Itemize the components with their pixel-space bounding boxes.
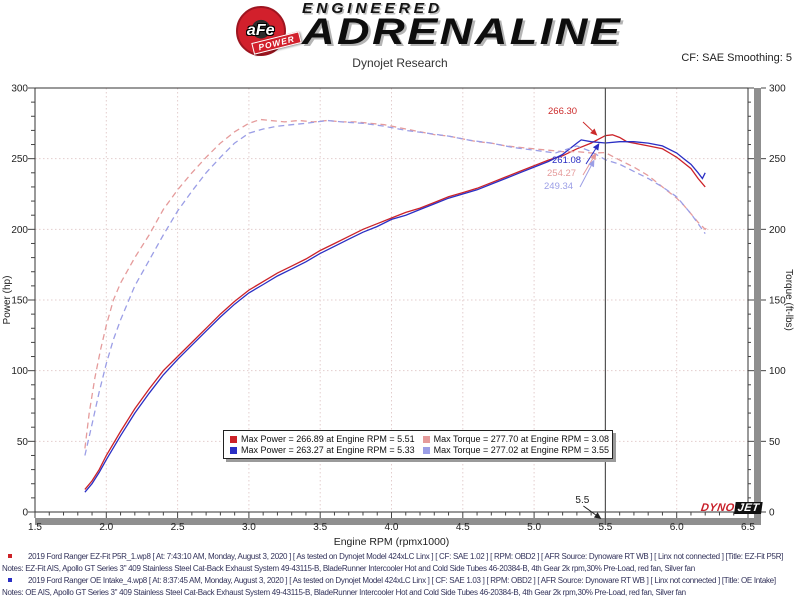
legend-swatch-icon <box>230 446 237 454</box>
y-tick-label-left: 200 <box>11 225 28 236</box>
y-tick-label-right: 150 <box>769 296 786 307</box>
legend-item: Max Torque = 277.02 at Engine RPM = 3.55 <box>422 445 610 455</box>
callout-arrowhead <box>590 152 597 161</box>
legend-item: Max Power = 266.89 at Engine RPM = 5.51 <box>230 434 415 444</box>
legend-label: Max Power = 266.89 at Engine RPM = 5.51 <box>241 434 415 444</box>
legend-swatch-icon <box>230 435 237 443</box>
y-tick-label-right: 50 <box>769 437 781 448</box>
cursor-readout-value: 261.08 <box>552 155 582 166</box>
y-tick-label-right: 250 <box>769 154 786 165</box>
legend-label: Max Power = 263.27 at Engine RPM = 5.33 <box>241 445 415 455</box>
cursor-rpm-label: 5.5 <box>575 495 589 506</box>
curve-power-oe <box>84 139 706 493</box>
engineered-adrenaline-wordmark: ENGINEERED ADRENALINE <box>302 0 620 50</box>
right-axis-title: Torque (ft-lbs) <box>783 269 794 331</box>
x-tick-label: 6.0 <box>670 522 684 533</box>
callout-arrowhead <box>593 512 602 519</box>
axis-3d-bar-bottom <box>35 518 761 525</box>
afe-power-badge-icon: aFe POWER <box>235 6 302 58</box>
x-tick-label: 4.0 <box>385 522 399 533</box>
axis-3d-bar-right <box>754 88 761 525</box>
legend-swatch-icon <box>422 446 430 454</box>
y-tick-label-right: 100 <box>769 366 786 377</box>
logo-engineered: ENGINEERED <box>301 0 443 17</box>
x-axis-title: Engine RPM (rpmx1000) <box>334 536 450 548</box>
x-tick-label: 2.5 <box>171 522 185 533</box>
dyno-chart-plot[interactable]: 5.5 1.5 2.0 2.5 3.0 3.5 4.0 4.5 5.0 5.5 6.0 6.5 0 0 50… <box>0 80 800 552</box>
dynojet-logo-jet: JET <box>733 502 763 514</box>
y-tick-label-right: 300 <box>769 84 786 95</box>
afe-badge-text: aFe <box>246 22 275 39</box>
legend-swatch-icon <box>422 435 430 443</box>
run-bullet-icon <box>8 554 12 558</box>
left-axis-title: Power (hp) <box>2 276 13 325</box>
curve-power-ezfit <box>84 134 706 490</box>
cursor-readout-value: 254.27 <box>547 168 577 179</box>
x-tick-label: 3.5 <box>313 522 327 533</box>
x-tick-label: 4.5 <box>456 522 470 533</box>
legend-item: Max Torque = 277.70 at Engine RPM = 3.08 <box>422 434 610 444</box>
dynojet-logo: DYNOJET <box>699 498 763 516</box>
x-tick-label: 5.0 <box>527 522 541 533</box>
y-tick-label-right: 200 <box>769 225 786 236</box>
legend-box: Max Power = 266.89 at Engine RPM = 5.51 M… <box>223 430 613 459</box>
run-info-line: 2019 Ford Ranger OE Intake_4.wp8 [ At: 8… <box>0 575 800 598</box>
correction-factor-label: CF: SAE Smoothing: 5 <box>681 52 792 64</box>
callout-arrowhead <box>590 128 598 136</box>
x-tick-label: 3.0 <box>242 522 256 533</box>
x-tick-label: 2.0 <box>99 522 113 533</box>
y-tick-label-right: 0 <box>769 508 775 519</box>
curve-torque-ezfit <box>84 118 709 449</box>
y-tick-label-left: 250 <box>11 154 28 165</box>
dynojet-logo-dyno: DYNO <box>699 502 736 514</box>
x-tick-label: 6.5 <box>741 522 755 533</box>
curve-torque-oe <box>84 119 706 456</box>
legend-item: Max Power = 263.27 at Engine RPM = 5.33 <box>230 445 415 455</box>
run-info-footer: 2019 Ford Ranger EZ-Fit P5R_1.wp8 [ At: … <box>0 551 800 599</box>
x-tick-label: 5.5 <box>598 522 612 533</box>
run-info-line: 2019 Ford Ranger EZ-Fit P5R_1.wp8 [ At: … <box>0 551 800 574</box>
callout-arrowhead <box>588 159 595 168</box>
callout-arrowhead <box>592 143 600 151</box>
y-tick-label-left: 0 <box>22 508 28 519</box>
y-tick-label-left: 300 <box>11 84 28 95</box>
afe-logo: aFe POWER ENGINEERED ADRENALINE <box>0 0 800 58</box>
run-bullet-icon <box>8 578 12 582</box>
legend-label: Max Torque = 277.70 at Engine RPM = 3.08 <box>433 434 610 444</box>
cursor-readout-value: 249.34 <box>544 181 574 192</box>
logo-adrenaline: ADRENALINE <box>301 11 623 52</box>
y-tick-label-left: 150 <box>11 296 28 307</box>
cursor-readout-value: 266.30 <box>548 106 578 117</box>
legend-label: Max Torque = 277.02 at Engine RPM = 3.55 <box>433 445 610 455</box>
x-tick-label: 1.5 <box>28 522 42 533</box>
dynojet-research-title: Dynojet Research <box>352 56 448 70</box>
y-tick-label-left: 100 <box>11 366 28 377</box>
run-text: 2019 Ford Ranger EZ-Fit P5R_1.wp8 [ At: … <box>2 552 784 573</box>
run-text: 2019 Ford Ranger OE Intake_4.wp8 [ At: 8… <box>2 576 776 597</box>
y-tick-label-left: 50 <box>17 437 29 448</box>
